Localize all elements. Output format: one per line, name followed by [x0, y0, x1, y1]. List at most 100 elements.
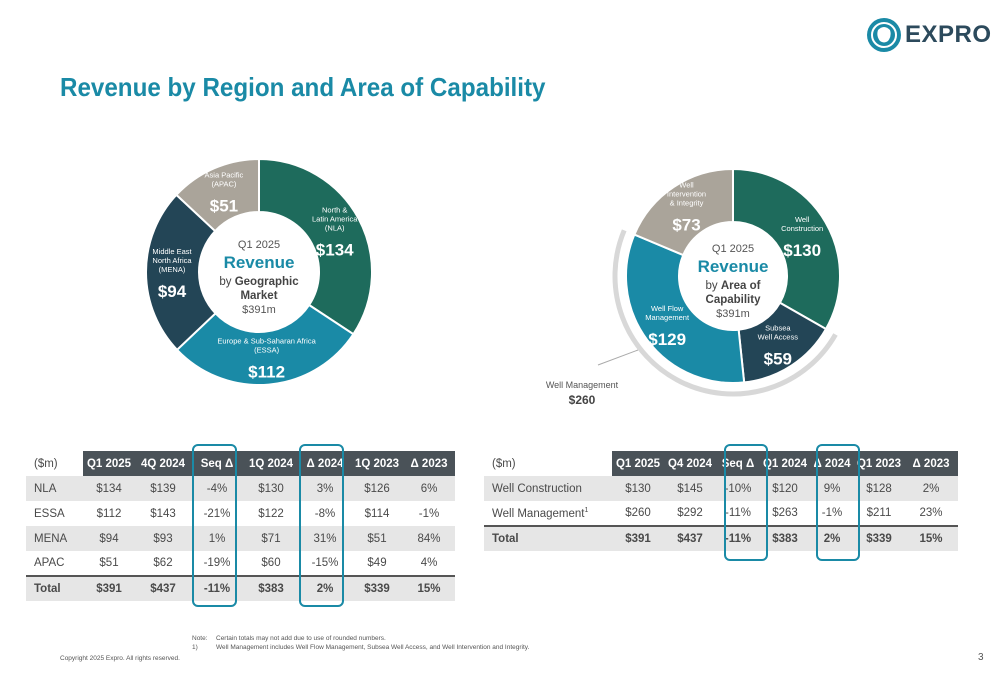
table-cell: -11%: [725, 507, 751, 519]
center-period: Q1 2025: [238, 239, 280, 251]
table-row: MENA $94 $93 1% $71 31% $51 84%: [26, 526, 455, 551]
footnotes: Note: Certain totals may not add due to u…: [192, 634, 529, 652]
table-cell: $339: [351, 575, 403, 601]
table-row: NLA $134 $139 -4% $130 3% $126 6%: [26, 476, 455, 501]
column-header: Seq Δ: [716, 451, 760, 476]
donut-slice: [175, 157, 260, 233]
center-by: by Area of: [706, 280, 761, 292]
table-cell: $122: [258, 507, 284, 520]
slice-label: Management: [645, 313, 690, 322]
center-dimension: Capability: [706, 294, 762, 306]
slice-label: Latin America: [312, 215, 358, 224]
table-cell: $130: [612, 476, 664, 501]
table-row: Total $391 $437 -11% $383 2% $339 15%: [26, 575, 455, 601]
row-label: ESSA: [34, 507, 65, 520]
slice-label: Middle East: [152, 247, 192, 256]
slice-value: $130: [783, 241, 821, 260]
slice-label: Well: [795, 215, 810, 224]
slice-label: Intervention: [667, 190, 706, 199]
table-cell: 15%: [904, 525, 958, 551]
row-label: Total: [26, 575, 83, 601]
center-by-bold: Geographic: [235, 276, 300, 288]
slice-value: $51: [210, 196, 238, 215]
table-cell: $339: [854, 525, 904, 551]
slice-label: Europe & Sub-Saharan Africa: [217, 337, 316, 346]
slice-label: (ESSA): [254, 346, 280, 355]
well-management-group-arc: [612, 229, 838, 397]
table-cell: $93: [135, 526, 191, 551]
table-cell: $126: [351, 476, 403, 501]
table-cell: 2%: [904, 476, 958, 501]
seq-delta-highlight: [192, 444, 237, 607]
slice-value: $134: [316, 241, 354, 260]
table-cell: -11%: [191, 575, 243, 601]
table-cell: 1%: [191, 526, 243, 551]
table-cell: $391: [83, 575, 135, 601]
center-by-bold: Area of: [721, 280, 761, 292]
table-cell: $391: [612, 525, 664, 551]
table-row: Well Construction $130 $145 -10% $120 9% $128 2…: [484, 476, 958, 501]
slice-label: & Integrity: [670, 199, 704, 208]
table-cell: 84%: [403, 526, 455, 551]
group-leader-line: [597, 349, 639, 366]
slice-label: North &: [322, 206, 347, 215]
row-label: NLA: [26, 476, 83, 501]
table-row: APAC $51 $62 -19% $60 -15% $49 4%: [26, 551, 455, 576]
table-cell: -8%: [314, 507, 336, 520]
center-by-prefix: by: [706, 280, 721, 292]
page-number: 3: [978, 652, 984, 663]
center-period: Q1 2025: [712, 243, 754, 255]
table-cell: -11%: [716, 525, 760, 551]
footnote-text: Well Management includes Well Flow Manag…: [216, 644, 530, 651]
donut-slice: [258, 157, 373, 336]
slice-label: Asia Pacific: [205, 170, 244, 179]
table-cell: $145: [664, 476, 716, 501]
table-row: Total $391 $437 -11% $383 2% $339 15%: [484, 525, 958, 551]
table-cell: $120: [760, 476, 810, 501]
delta-2024-highlight-2: [816, 444, 860, 561]
column-header: Δ 2023: [904, 451, 958, 476]
table-cell: $383: [760, 525, 810, 551]
slice-value: $59: [764, 350, 792, 369]
column-header: Seq Δ: [191, 451, 243, 476]
slice-label: North Africa: [152, 256, 192, 265]
table-cell: $292: [677, 507, 703, 519]
table-cell: 23%: [919, 507, 943, 519]
slice-label: (APAC): [212, 179, 237, 188]
slice-label: Well Access: [758, 333, 799, 342]
center-by: by Geographic: [219, 276, 299, 288]
brand-name: EXPRO: [905, 21, 992, 48]
table-cell: $211: [866, 507, 892, 519]
table-cell: $112: [96, 507, 122, 520]
column-header: Q1 2024: [760, 451, 810, 476]
table-cell: -1%: [821, 507, 843, 519]
table-cell: $60: [261, 557, 281, 569]
group-label: Well Management: [546, 380, 619, 390]
donut-slice: [145, 193, 217, 352]
table-cell: -19%: [203, 557, 231, 569]
table-cell: -15%: [311, 557, 339, 569]
table-cell: $128: [854, 476, 904, 501]
table-cell: $383: [243, 575, 299, 601]
column-header: Q1 2025: [83, 451, 135, 476]
table-cell: -1%: [418, 507, 440, 520]
column-header: 1Q 2024: [243, 451, 299, 476]
table-cell: 4%: [420, 557, 438, 569]
table-cell: $260: [625, 507, 651, 519]
slice-value: $112: [248, 363, 285, 382]
capability-table: ($m) Q1 2025 Q4 2024 Seq Δ Q1 2024 Δ 2024 Q1 2…: [484, 451, 958, 551]
row-label: APAC: [34, 557, 65, 569]
row-label: Well Management1: [492, 506, 589, 520]
table-row: ESSA $112 $143 -21% $122 -8% $114 -1%: [26, 501, 455, 526]
slice-value: $94: [158, 282, 187, 301]
page-title: Revenue by Region and Area of Capability: [60, 72, 546, 102]
table-row: Well Management1 $260 $292 -11% $263 -1% $211 2…: [484, 501, 958, 526]
column-header: Q1 2025: [612, 451, 664, 476]
center-total: $391m: [716, 308, 750, 320]
row-label: Well Construction: [484, 476, 612, 501]
note-text: Certain totals may not add due to use of…: [216, 635, 386, 642]
row-label: Total: [484, 525, 612, 551]
slice-label: Well Flow: [651, 304, 684, 313]
table-cell: -21%: [203, 507, 231, 520]
